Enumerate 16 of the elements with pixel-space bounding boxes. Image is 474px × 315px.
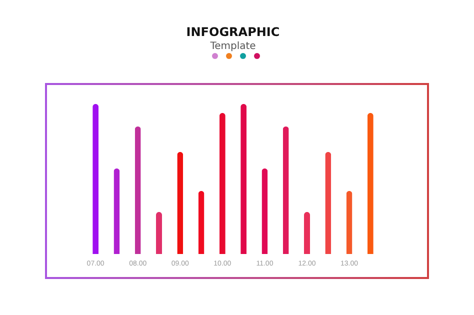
bar	[92, 104, 99, 254]
chart-subtitle: Template	[209, 41, 256, 52]
bar	[346, 191, 352, 254]
bar	[282, 126, 289, 254]
bar	[114, 168, 120, 254]
bar	[304, 212, 310, 254]
bar	[177, 152, 184, 254]
chart-title: INFOGRAPHIC	[186, 25, 280, 39]
bar	[134, 126, 141, 254]
bar	[325, 152, 332, 254]
bar	[219, 113, 226, 254]
bar	[156, 212, 162, 254]
bar	[240, 104, 247, 254]
bar	[198, 191, 204, 254]
bar	[367, 113, 374, 254]
bar	[262, 168, 268, 254]
